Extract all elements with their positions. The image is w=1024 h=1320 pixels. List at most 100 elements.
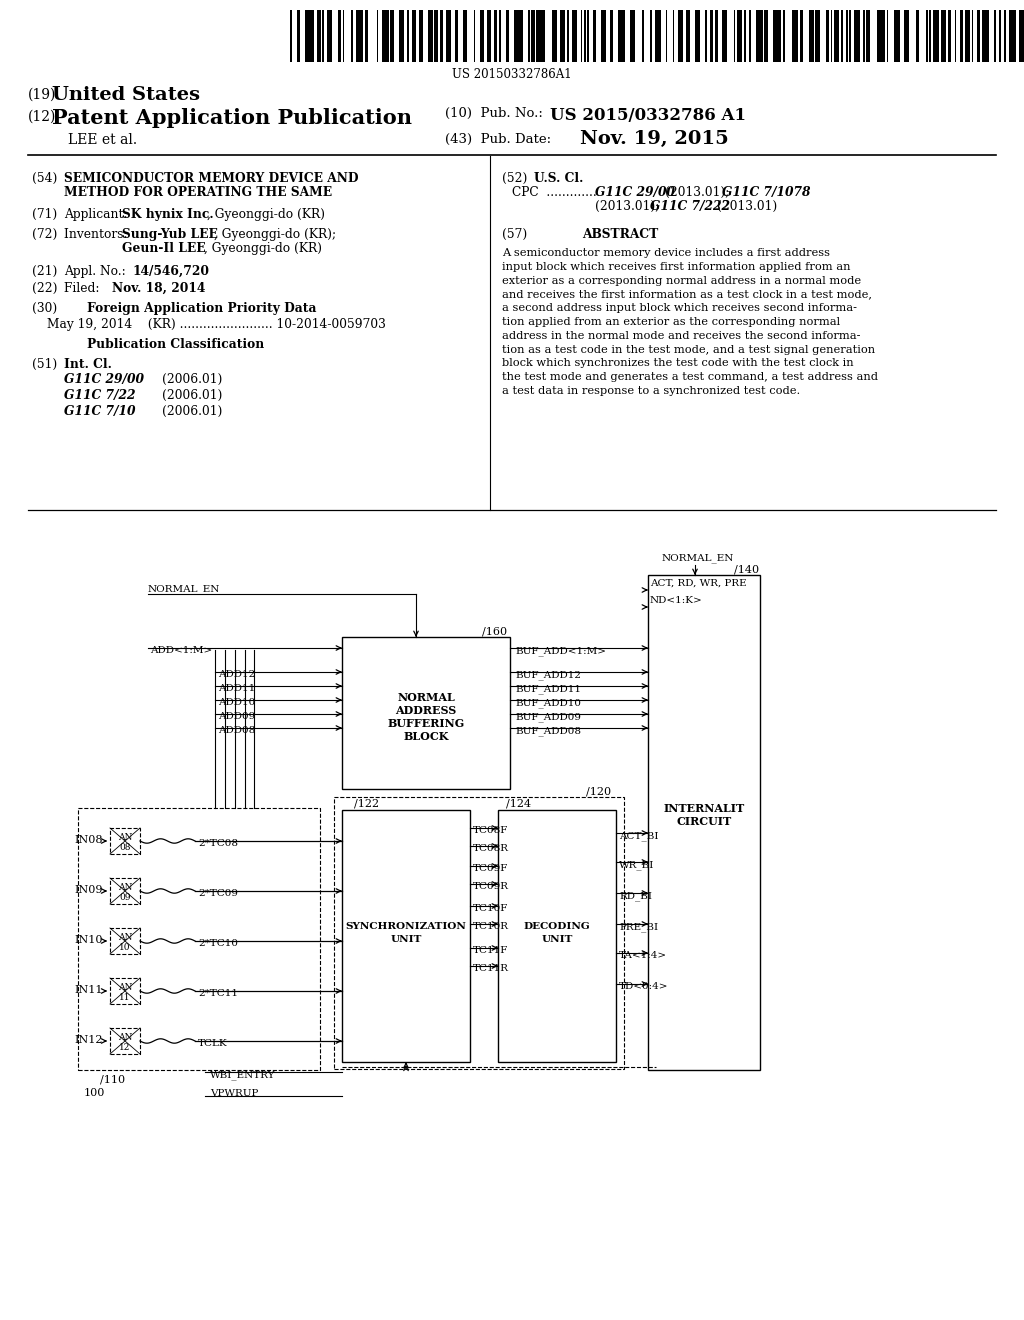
Text: IN08: IN08 bbox=[74, 836, 102, 845]
Text: IN09: IN09 bbox=[74, 884, 102, 895]
Text: BUF_ADD10: BUF_ADD10 bbox=[515, 698, 581, 708]
Text: (51): (51) bbox=[32, 358, 57, 371]
Bar bbox=[904, 11, 909, 62]
Bar bbox=[290, 11, 292, 62]
Text: ABSTRACT: ABSTRACT bbox=[582, 228, 658, 242]
Bar bbox=[846, 11, 848, 62]
Bar bbox=[552, 11, 557, 62]
Text: RD_BI: RD_BI bbox=[618, 891, 652, 900]
Text: exterior as a corresponding normal address in a normal mode: exterior as a corresponding normal addre… bbox=[502, 276, 861, 285]
Bar bbox=[390, 11, 393, 62]
Text: /110: /110 bbox=[100, 1074, 125, 1085]
Bar bbox=[338, 11, 341, 62]
Bar bbox=[710, 11, 714, 62]
Bar bbox=[815, 11, 820, 62]
Bar bbox=[764, 11, 768, 62]
Text: UNIT: UNIT bbox=[542, 935, 572, 944]
Bar bbox=[894, 11, 900, 62]
Bar bbox=[642, 11, 644, 62]
Bar bbox=[342, 638, 510, 789]
Bar bbox=[498, 810, 616, 1063]
Bar bbox=[866, 11, 869, 62]
Bar bbox=[419, 11, 423, 62]
Text: SK hynix Inc.: SK hynix Inc. bbox=[122, 209, 214, 220]
Text: Appl. No.:: Appl. No.: bbox=[63, 265, 130, 279]
Text: 14/546,720: 14/546,720 bbox=[132, 265, 209, 279]
Text: , Gyeonggi-do (KR): , Gyeonggi-do (KR) bbox=[204, 242, 322, 255]
Bar bbox=[439, 11, 443, 62]
Text: a test data in response to a synchronized test code.: a test data in response to a synchronize… bbox=[502, 385, 800, 396]
Text: Filed:: Filed: bbox=[63, 282, 123, 294]
Text: AN
09: AN 09 bbox=[118, 883, 132, 903]
Text: METHOD FOR OPERATING THE SAME: METHOD FOR OPERATING THE SAME bbox=[63, 186, 332, 199]
Bar bbox=[514, 11, 523, 62]
Text: TC11R: TC11R bbox=[473, 964, 509, 973]
Text: AN
08: AN 08 bbox=[118, 833, 132, 853]
Bar bbox=[965, 11, 970, 62]
Text: Geun-Il LEE: Geun-Il LEE bbox=[122, 242, 206, 255]
Text: (52): (52) bbox=[502, 172, 527, 185]
Text: BUF_ADD<1:M>: BUF_ADD<1:M> bbox=[515, 645, 606, 656]
Text: the test mode and generates a test command, a test address and: the test mode and generates a test comma… bbox=[502, 372, 878, 383]
Bar bbox=[317, 11, 321, 62]
Bar bbox=[398, 11, 403, 62]
Bar bbox=[773, 11, 781, 62]
Bar bbox=[972, 11, 974, 62]
Text: IN12: IN12 bbox=[74, 1035, 102, 1045]
Text: UNIT: UNIT bbox=[390, 935, 422, 944]
Bar bbox=[756, 11, 763, 62]
Bar bbox=[705, 11, 707, 62]
Text: (21): (21) bbox=[32, 265, 57, 279]
Bar bbox=[977, 11, 980, 62]
Text: BLOCK: BLOCK bbox=[403, 731, 449, 742]
Text: BUF_ADD08: BUF_ADD08 bbox=[515, 726, 581, 735]
Bar bbox=[464, 11, 467, 62]
Text: US 20150332786A1: US 20150332786A1 bbox=[453, 69, 571, 81]
Text: input block which receives first information applied from an: input block which receives first informa… bbox=[502, 261, 851, 272]
Text: TD<0:4>: TD<0:4> bbox=[618, 982, 669, 991]
Bar bbox=[528, 11, 529, 62]
Text: (30): (30) bbox=[32, 302, 57, 315]
Text: WBI_ENTRY: WBI_ENTRY bbox=[210, 1071, 275, 1080]
Text: TC08R: TC08R bbox=[473, 843, 509, 853]
Bar bbox=[531, 11, 535, 62]
Bar bbox=[537, 11, 545, 62]
Text: , Gyeonggi-do (KR): , Gyeonggi-do (KR) bbox=[207, 209, 325, 220]
Text: 2*TC08: 2*TC08 bbox=[198, 840, 238, 847]
Text: CIRCUIT: CIRCUIT bbox=[677, 816, 731, 828]
Text: block which synchronizes the test code with the test clock in: block which synchronizes the test code w… bbox=[502, 359, 854, 368]
Text: TA<1:4>: TA<1:4> bbox=[618, 950, 667, 960]
Text: (43)  Pub. Date:: (43) Pub. Date: bbox=[445, 133, 551, 147]
Text: ACT, RD, WR, PRE: ACT, RD, WR, PRE bbox=[650, 579, 746, 587]
Text: Patent Application Publication: Patent Application Publication bbox=[52, 108, 412, 128]
Text: May 19, 2014    (KR) ........................ 10-2014-0059703: May 19, 2014 (KR) ......................… bbox=[47, 318, 386, 331]
Text: TC11F: TC11F bbox=[473, 946, 508, 954]
Bar bbox=[487, 11, 490, 62]
Text: G11C 7/222: G11C 7/222 bbox=[650, 201, 730, 213]
Bar bbox=[982, 11, 989, 62]
Text: AN
11: AN 11 bbox=[118, 983, 132, 1002]
Bar bbox=[584, 11, 586, 62]
Text: Sung-Yub LEE: Sung-Yub LEE bbox=[122, 228, 218, 242]
Bar bbox=[650, 11, 652, 62]
Text: ACT_BI: ACT_BI bbox=[618, 832, 658, 841]
Text: /124: /124 bbox=[506, 799, 531, 809]
Text: IN10: IN10 bbox=[74, 935, 102, 945]
Text: ADD11: ADD11 bbox=[218, 684, 255, 693]
Text: SEMICONDUCTOR MEMORY DEVICE AND: SEMICONDUCTOR MEMORY DEVICE AND bbox=[63, 172, 358, 185]
Bar bbox=[567, 11, 568, 62]
Bar bbox=[954, 11, 956, 62]
Text: a second address input block which receives second informa-: a second address input block which recei… bbox=[502, 304, 857, 313]
Bar bbox=[601, 11, 606, 62]
Text: ADD<1:M>: ADD<1:M> bbox=[150, 645, 212, 655]
Bar bbox=[408, 11, 409, 62]
Text: A semiconductor memory device includes a first address: A semiconductor memory device includes a… bbox=[502, 248, 830, 257]
Text: (10)  Pub. No.:: (10) Pub. No.: bbox=[445, 107, 551, 120]
Text: Applicant:: Applicant: bbox=[63, 209, 135, 220]
Bar bbox=[618, 11, 625, 62]
Bar bbox=[863, 11, 864, 62]
Text: PRE_BI: PRE_BI bbox=[618, 921, 658, 932]
Bar bbox=[929, 11, 931, 62]
Text: tion applied from an exterior as the corresponding normal: tion applied from an exterior as the cor… bbox=[502, 317, 840, 327]
Bar bbox=[351, 11, 353, 62]
